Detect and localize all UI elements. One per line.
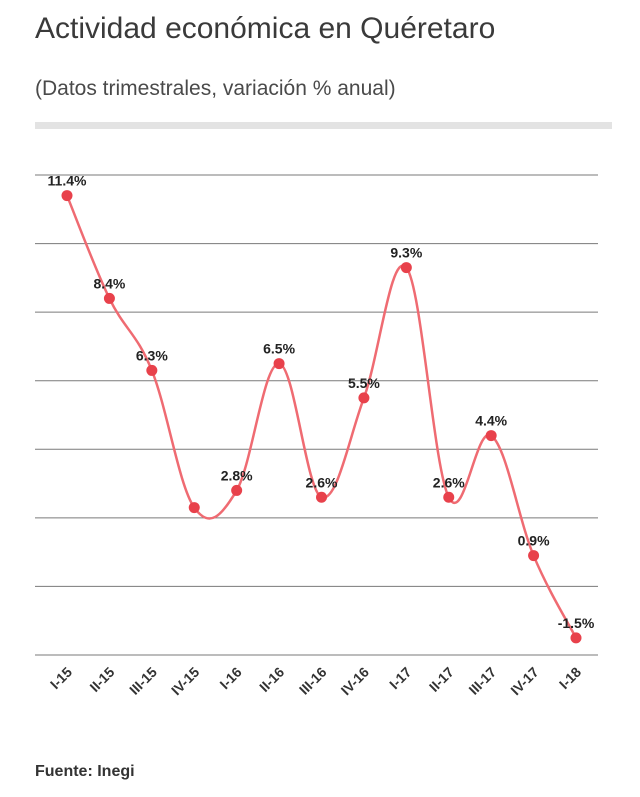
data-point-I-15 (61, 190, 73, 202)
data-labels: 11.4% 8.4% 6.3% 2.8% 6.5% 2.6% 5.5% 9.3% 2.6% 4.4… (48, 173, 595, 631)
data-point-III-15 (146, 364, 158, 376)
x-tick-I-17: I-17 (386, 664, 415, 693)
data-label-II-17: 2.6% (433, 474, 465, 490)
x-tick-I-18: I-18 (556, 664, 585, 693)
data-label-IV-17: 0.9% (518, 533, 550, 549)
data-point-I-16 (231, 484, 243, 496)
data-label-II-16: 6.5% (263, 341, 295, 357)
header-divider (35, 122, 612, 129)
data-label-III-17: 4.4% (475, 413, 507, 429)
data-point-II-17 (443, 491, 455, 503)
data-label-IV-16: 5.5% (348, 375, 380, 391)
x-tick-III-16: III-16 (296, 664, 330, 698)
x-tick-III-15: III-15 (126, 664, 160, 698)
data-point-III-17 (485, 430, 497, 442)
x-tick-II-17: II-17 (426, 664, 457, 695)
x-axis-ticks: I-15 II-15 III-15 IV-15 I-16 II-16 III-16 IV-16… (47, 664, 585, 699)
data-point-I-18 (570, 632, 582, 644)
chart-title: Actividad económica en Quéretaro (35, 12, 496, 45)
x-tick-II-16: II-16 (256, 664, 287, 695)
gridlines (35, 174, 598, 656)
x-tick-II-15: II-15 (86, 664, 117, 695)
x-tick-IV-17: IV-17 (507, 664, 542, 699)
data-label-III-16: 2.6% (306, 474, 338, 490)
data-point-I-17 (400, 262, 412, 274)
x-tick-I-15: I-15 (47, 664, 76, 693)
data-points (61, 190, 582, 644)
x-tick-I-16: I-16 (216, 664, 245, 693)
x-tick-IV-16: IV-16 (338, 664, 373, 699)
data-label-I-15: 11.4% (48, 173, 87, 189)
x-tick-IV-15: IV-15 (168, 664, 203, 699)
source-note: Fuente: Inegi (35, 763, 135, 780)
data-label-I-16: 2.8% (221, 467, 253, 483)
data-label-I-18: -1.5% (558, 615, 595, 631)
x-tick-III-17: III-17 (465, 664, 499, 698)
data-point-II-15 (103, 292, 115, 304)
chart-subtitle: (Datos trimestrales, variación % anual) (35, 77, 396, 100)
data-point-III-16 (316, 491, 327, 503)
data-point-IV-16 (358, 392, 370, 404)
data-label-II-15: 8.4% (93, 275, 125, 291)
data-point-IV-15 (188, 502, 200, 514)
data-point-IV-17 (528, 550, 540, 562)
data-label-III-15: 6.3% (136, 347, 168, 363)
data-point-II-16 (273, 358, 285, 370)
data-label-I-17: 9.3% (390, 245, 422, 261)
